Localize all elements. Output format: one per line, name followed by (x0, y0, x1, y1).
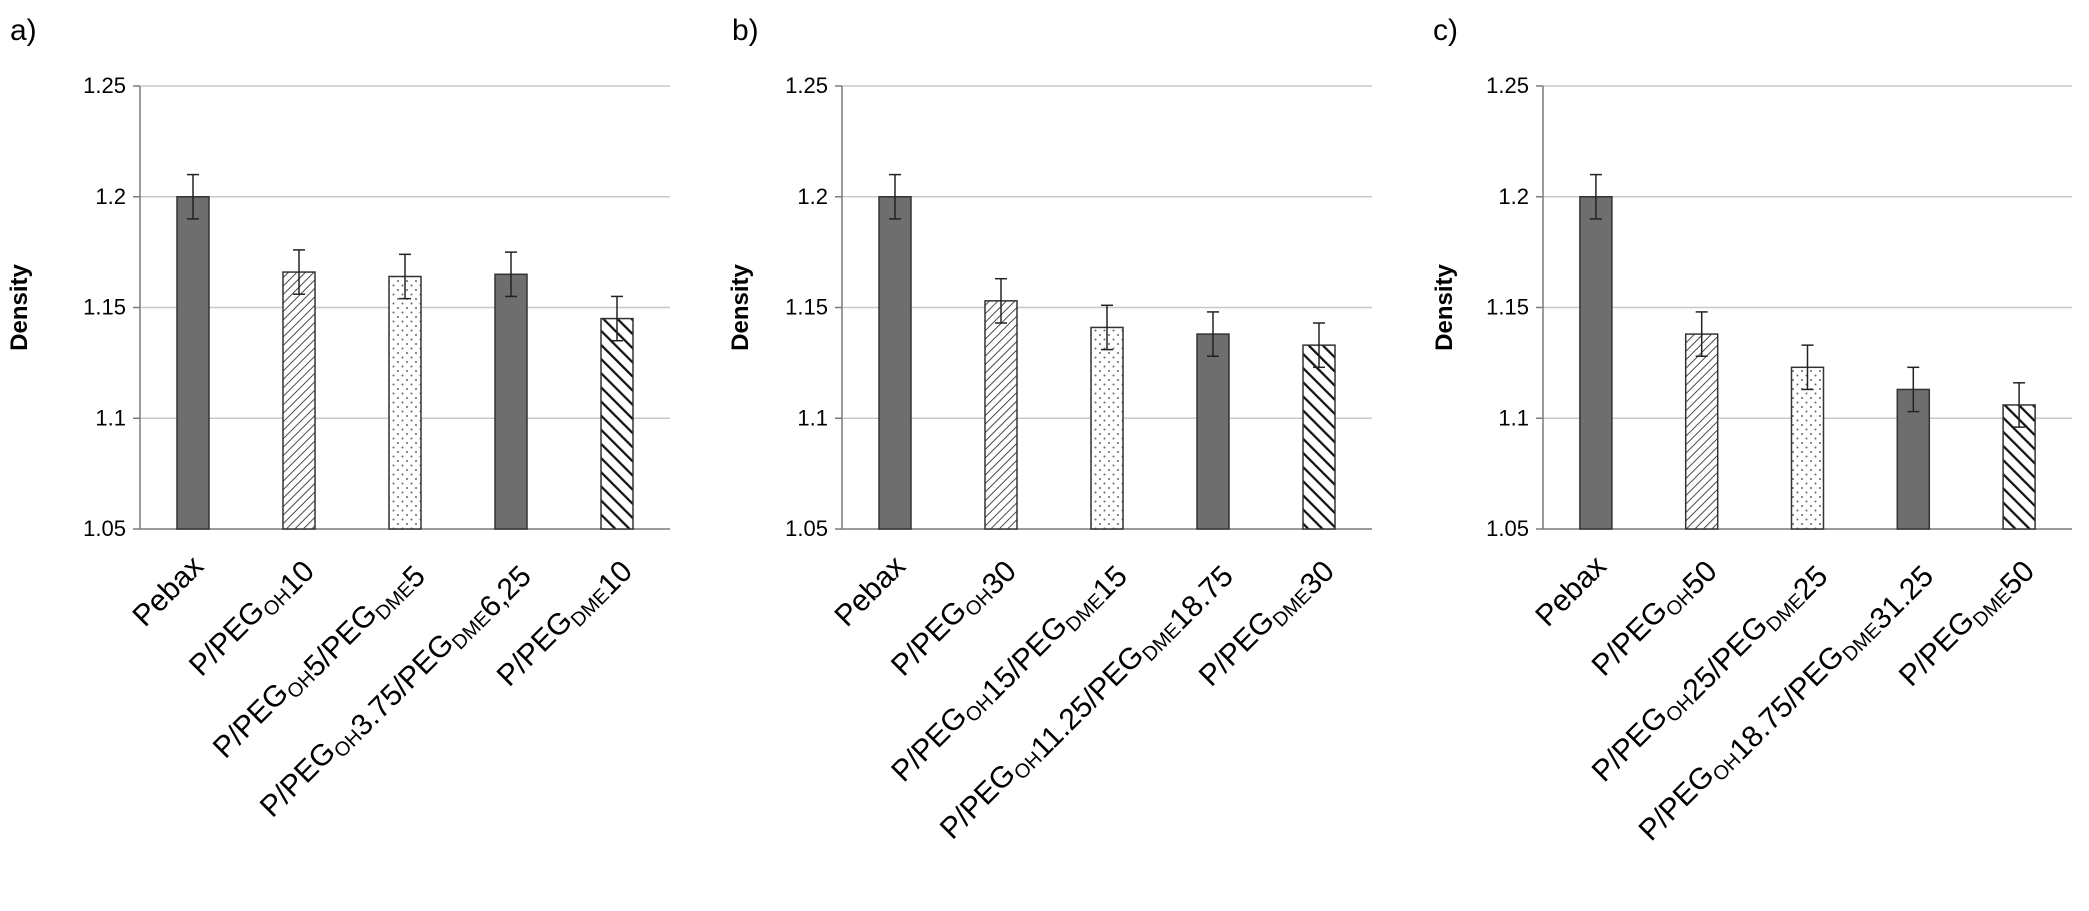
y-tick-label: 1.1 (797, 405, 828, 430)
error-bar (1801, 344, 1814, 391)
error-bar (1695, 311, 1708, 357)
error-bar (399, 253, 411, 300)
x-category-label: Pebax (1529, 550, 1612, 633)
bar (176, 196, 210, 530)
x-category-label: Pebax (828, 550, 911, 633)
error-bar (505, 251, 517, 298)
y-tick-label: 1.25 (1486, 73, 1529, 98)
y-tick-label: 1.1 (1498, 405, 1529, 430)
panel-letter: c) (1433, 14, 1458, 47)
y-axis-label: Density (727, 264, 754, 351)
bar (494, 273, 528, 530)
y-tick-label: 1.2 (1498, 184, 1529, 209)
y-axis-label: Density (1431, 264, 1458, 351)
bar (1302, 344, 1336, 530)
error-bar (995, 277, 1007, 324)
y-tick-label: 1.15 (785, 295, 828, 320)
bar (1790, 366, 1825, 530)
y-tick-label: 1.2 (797, 184, 828, 209)
bar (1196, 333, 1230, 530)
bar (1579, 196, 1613, 530)
x-category-label: Pebax (126, 550, 209, 633)
y-tick-label: 1.05 (1486, 516, 1529, 541)
error-bar (1101, 304, 1113, 351)
y-tick-label: 1.25 (785, 73, 828, 98)
error-bar (2013, 382, 2026, 428)
error-bar (1589, 173, 1602, 220)
bar (878, 196, 912, 530)
error-bar (293, 249, 305, 295)
panel-letter: b) (732, 14, 759, 47)
bar (600, 317, 634, 530)
error-bar (1313, 322, 1325, 369)
y-axis-label: Density (6, 264, 33, 351)
chart-panel-2: b)1.051.11.151.21.25DensityPebaxP/PEGOH3… (727, 14, 1372, 846)
y-tick-label: 1.25 (83, 73, 126, 98)
chart-panel-3: c)1.051.11.151.21.25DensityPebaxP/PEGOH5… (1431, 14, 2072, 847)
error-bar (611, 295, 623, 342)
y-tick-label: 1.15 (83, 295, 126, 320)
y-tick-label: 1.2 (95, 184, 126, 209)
y-tick-label: 1.05 (83, 516, 126, 541)
bar (1090, 326, 1124, 530)
bar (282, 271, 316, 530)
bar (984, 300, 1018, 530)
error-bar (187, 173, 199, 220)
bar (1684, 333, 1719, 530)
chart-panel-1: a)1.051.11.151.21.25DensityPebaxP/PEGOH1… (6, 14, 670, 824)
panel-letter: a) (10, 14, 37, 47)
error-bar (1207, 311, 1219, 357)
y-tick-label: 1.1 (95, 405, 126, 430)
error-bar (889, 173, 901, 220)
y-tick-label: 1.15 (1486, 295, 1529, 320)
bar (388, 275, 422, 530)
error-bar (1907, 366, 1920, 413)
y-tick-label: 1.05 (785, 516, 828, 541)
